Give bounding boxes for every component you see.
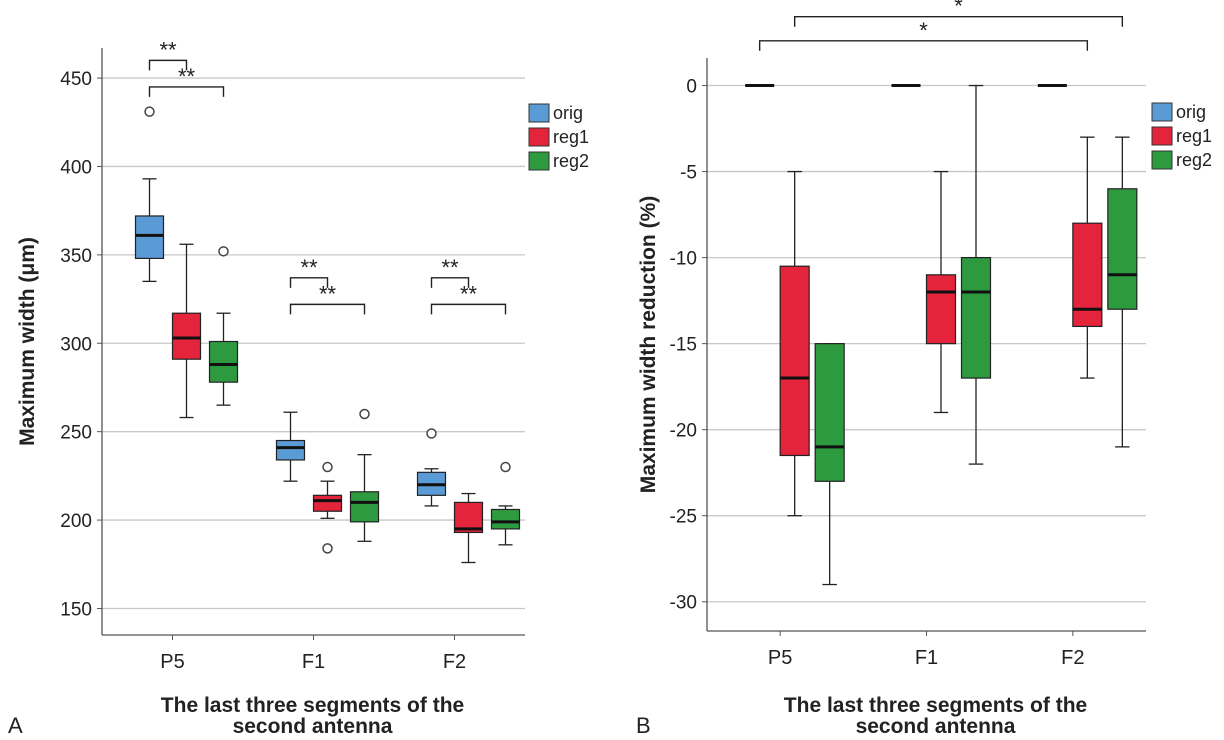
box-outlier (500, 461, 511, 473)
x-axis-title-line: The last three segments of the (784, 694, 1087, 717)
box-outlier (218, 246, 229, 257)
x-tick-label: F2 (1061, 647, 1084, 669)
legend-swatch (1151, 126, 1173, 146)
x-axis-title-line: second antenna (856, 715, 1016, 738)
significance-label: ** (178, 64, 196, 89)
box-iqr (925, 274, 957, 345)
legend-label: reg2 (553, 151, 589, 171)
box-outlier (359, 408, 370, 420)
panel-label: B (636, 713, 651, 738)
legend-label: reg1 (1176, 126, 1212, 146)
box-iqr (312, 494, 343, 512)
box-iqr (349, 491, 380, 523)
significance-bracket (430, 277, 470, 288)
legend-swatch (528, 103, 550, 123)
x-axis-title-line: The last three segments of the (161, 694, 464, 717)
panel-a-chart: 150 200 250 300 350 400 450 P5 F1 F2 Maximum width… (8, 37, 589, 738)
x-axis-title-line: second antenna (233, 715, 393, 738)
significance-bracket (430, 303, 507, 315)
significance-bracket (289, 277, 329, 288)
y-tick-label: -25 (670, 507, 697, 528)
significance-bracket (148, 59, 188, 71)
legend-label: reg1 (553, 127, 589, 147)
y-tick-label: -10 (670, 249, 697, 270)
box-outlier (322, 461, 333, 473)
y-tick-label: 250 (60, 423, 92, 444)
y-tick-label: -30 (670, 593, 697, 614)
legend-swatch (1151, 150, 1173, 170)
box-iqr (275, 439, 306, 461)
significance-bracket (148, 86, 225, 97)
box-outlier (426, 428, 437, 439)
x-tick-label: F1 (915, 647, 938, 669)
legend-label: orig (553, 103, 583, 123)
box-iqr (1107, 188, 1138, 310)
y-tick-label: -5 (680, 163, 697, 184)
box-iqr (490, 508, 521, 530)
y-axis-title: Maximum width reduction (%) (637, 196, 660, 494)
significance-label: * (954, 0, 963, 19)
legend-swatch (1151, 102, 1173, 122)
significance-bracket (289, 303, 366, 315)
legend-swatch (528, 151, 550, 171)
box-outlier (322, 543, 333, 554)
x-tick-label: P5 (160, 651, 184, 673)
significance-label: ** (319, 281, 337, 306)
y-tick-label: -15 (670, 335, 697, 356)
panel-b-chart: 0 -5 -10 -15 -20 -25 -30 P5 F1 F2 Maximum width re… (636, 0, 1212, 738)
legend-label: orig (1176, 102, 1206, 122)
y-tick-label: 200 (60, 511, 92, 532)
y-tick-label: 150 (60, 599, 92, 620)
box-iqr (779, 265, 810, 457)
significance-label: ** (159, 37, 177, 62)
significance-label: ** (441, 255, 459, 280)
box-iqr (208, 340, 239, 383)
significance-bracket (793, 16, 1124, 27)
legend-swatch (528, 127, 550, 147)
box-iqr (1072, 222, 1103, 328)
y-tick-label: 400 (60, 157, 92, 178)
y-tick-label: 450 (60, 69, 92, 90)
y-tick-label: 300 (60, 334, 92, 355)
box-iqr (814, 343, 845, 482)
panel-label: A (8, 713, 23, 738)
significance-bracket (758, 40, 1089, 51)
box-iqr (171, 312, 202, 360)
box-iqr (960, 257, 992, 379)
legend-label: reg2 (1176, 150, 1212, 170)
y-axis-title: Maximum width (μm) (16, 237, 39, 446)
y-tick-label: 0 (686, 77, 697, 98)
significance-label: ** (300, 255, 318, 280)
y-tick-label: 350 (60, 246, 92, 267)
significance-label: ** (460, 281, 478, 306)
x-tick-label: F2 (443, 651, 466, 673)
significance-label: * (919, 18, 928, 43)
x-tick-label: P5 (768, 647, 792, 669)
box-iqr (134, 215, 165, 260)
x-tick-label: F1 (302, 651, 325, 673)
y-tick-label: -20 (670, 421, 697, 442)
box-outlier (144, 106, 155, 117)
